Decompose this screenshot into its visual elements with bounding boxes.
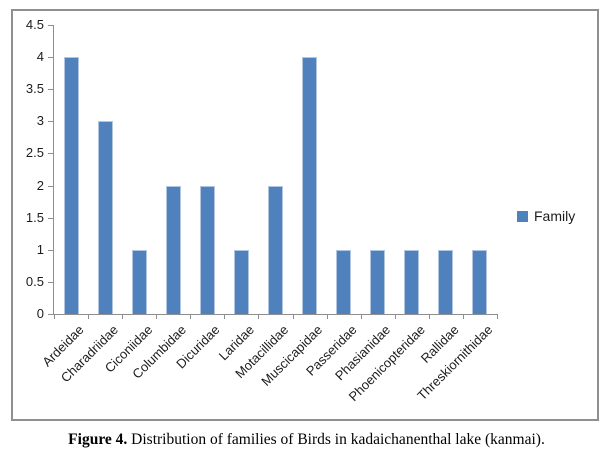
bar-ardeidae: [63, 57, 79, 314]
bar-columbidae: [165, 185, 181, 314]
bar-passeridae: [336, 249, 352, 314]
bar-dicuridae: [199, 185, 215, 314]
y-axis-tick-mark: [48, 25, 54, 26]
bar-motacillidae: [268, 185, 283, 314]
y-axis-tick-label: 1: [36, 241, 44, 257]
y-axis-tick-mark: [48, 153, 54, 155]
y-axis-tick-mark: [48, 281, 54, 283]
y-axis-tick-label: 2.5: [25, 145, 44, 161]
x-axis-tick-mark: [224, 314, 226, 319]
y-axis-tick-label: 4: [36, 49, 44, 65]
x-axis-tick-mark: [462, 314, 464, 319]
figure-number: Figure 4.: [68, 431, 128, 448]
bar-ciconiidae: [131, 249, 147, 314]
figure-caption-text: Distribution of families of Birds in kad…: [131, 431, 545, 448]
y-axis-tick-label: 1.5: [25, 209, 44, 225]
y-axis-tick-mark: [48, 57, 54, 59]
x-axis-tick-mark: [394, 314, 396, 319]
legend-swatch-icon: [517, 210, 528, 222]
figure-caption: Figure 4. Distribution of families of Bi…: [0, 431, 613, 449]
bar-phoenicopteridae: [404, 249, 420, 314]
y-axis-tick-mark: [48, 185, 54, 187]
x-axis-tick-mark: [360, 314, 362, 319]
bar-threskiornithidae: [472, 249, 488, 314]
legend-label: Family: [534, 208, 576, 224]
x-axis-tick-mark: [428, 314, 430, 319]
bar-laridae: [233, 249, 249, 314]
y-axis-tick-label: 0: [36, 306, 44, 321]
plot-area: 0 0.5 1 1.5 2 2.5 3 3.5 4 4.5 Ardeidae Charadriidae…: [26, 17, 498, 404]
y-axis-tick-mark: [48, 314, 54, 315]
y-axis-tick-label: 4.5: [25, 17, 44, 32]
chart-legend: Family: [517, 208, 575, 224]
bar-phasianidae: [370, 249, 386, 314]
x-axis-tick-mark: [258, 314, 260, 319]
y-axis-tick-mark: [48, 249, 54, 251]
x-axis-tick-mark: [156, 314, 158, 319]
y-axis-tick-label: 3: [36, 113, 44, 129]
x-axis-tick-mark: [497, 314, 498, 319]
x-axis-tick-mark: [54, 314, 55, 319]
x-axis-tick-mark: [292, 314, 294, 319]
bar-rallidae: [438, 249, 454, 314]
bar-charadriidae: [97, 121, 113, 314]
bar-muscicapidae: [302, 57, 318, 314]
x-axis-tick-mark: [190, 314, 192, 319]
y-axis-tick-label: 3.5: [25, 81, 44, 97]
y-axis-tick-mark: [48, 121, 54, 123]
x-axis-tick-mark: [88, 314, 90, 319]
y-axis-tick-mark: [48, 89, 54, 91]
x-axis-tick-mark: [122, 314, 124, 319]
y-axis-tick-label: 0.5: [25, 273, 44, 289]
chart-container: 0 0.5 1 1.5 2 2.5 3 3.5 4 4.5 Ardeidae Charadriidae…: [11, 9, 599, 421]
y-axis-tick-label: 2: [36, 177, 44, 193]
y-axis-tick-mark: [48, 217, 54, 219]
x-axis-tick-mark: [326, 314, 328, 319]
